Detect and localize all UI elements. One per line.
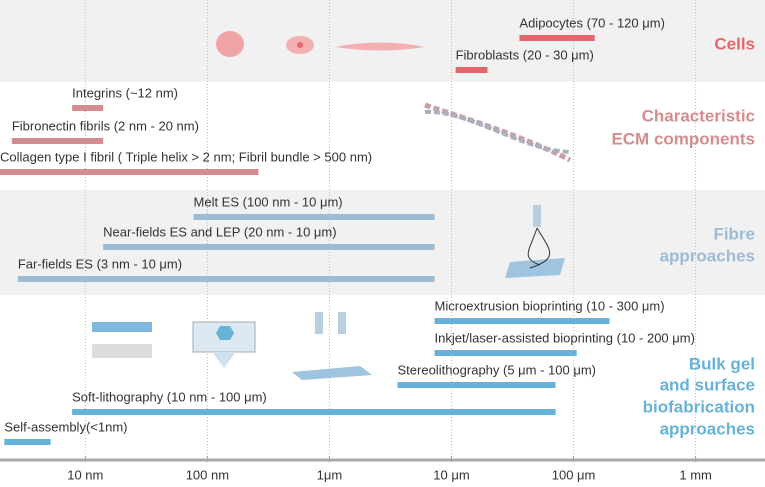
helix-icon <box>424 109 571 154</box>
range-bar <box>434 318 610 324</box>
range-bar <box>519 35 595 41</box>
fibre-icon <box>527 227 551 269</box>
range-bar <box>4 439 51 445</box>
range-bar <box>397 382 556 388</box>
section-label: Fibre <box>713 224 755 243</box>
cell-icon <box>335 42 425 51</box>
bar-label: Collagen type I fibril ( Triple helix > … <box>0 149 372 164</box>
section-label: Bulk gel <box>689 354 755 373</box>
range-bar <box>0 169 259 175</box>
range-bar <box>434 350 577 356</box>
section-label: Characteristic <box>642 106 755 125</box>
bar-label: Soft-lithography (10 nm - 100 μm) <box>72 389 267 404</box>
nozzle-icon <box>315 312 323 334</box>
bar-label: Melt ES (100 nm - 10 μm) <box>194 194 343 209</box>
range-bar <box>72 105 104 111</box>
mesh-icon <box>505 258 565 278</box>
needle-icon <box>533 205 541 227</box>
nozzle-icon <box>338 312 346 334</box>
x-tick-label: 1μm <box>317 467 343 482</box>
section-label: and surface <box>660 375 755 394</box>
x-tick-label: 1 mm <box>679 467 712 482</box>
plate-icon <box>292 366 372 380</box>
vat-icon <box>212 352 236 368</box>
range-bar <box>455 67 488 73</box>
bar-label: Adipocytes (70 - 120 μm) <box>519 15 665 30</box>
x-tick-label: 10 μm <box>433 467 469 482</box>
section-label: approaches <box>660 246 755 265</box>
range-bar <box>72 409 556 415</box>
section-label: Cells <box>714 34 755 53</box>
range-bar <box>103 244 435 250</box>
bar-label: Self-assembly(<1nm) <box>4 419 127 434</box>
bar-label: Integrins (~12 nm) <box>72 85 178 100</box>
x-tick-label: 10 nm <box>67 467 103 482</box>
bar-label: Fibronectin fibrils (2 nm - 20 nm) <box>12 118 199 133</box>
icons <box>92 31 572 380</box>
range-bar <box>11 138 104 144</box>
bar-label: Microextrusion bioprinting (10 - 300 μm) <box>435 298 665 313</box>
bar-label: Stereolithography (5 μm - 100 μm) <box>398 362 597 377</box>
x-tick-label: 100 μm <box>552 467 596 482</box>
mould-icon <box>92 344 152 358</box>
section-band <box>0 0 765 82</box>
mould-icon <box>92 322 152 332</box>
section-label: approaches <box>660 419 755 438</box>
cell-icon <box>216 31 244 57</box>
bar-label: Far-fields ES (3 nm - 10 μm) <box>18 256 182 271</box>
section-label: ECM components <box>611 129 755 148</box>
x-tick-label: 100 nm <box>186 467 229 482</box>
bar-label: Near-fields ES and LEP (20 nm - 10 μm) <box>103 224 336 239</box>
bar-label: Fibroblasts (20 - 30 μm) <box>456 47 594 62</box>
section-label: biofabrication <box>643 397 755 416</box>
cell-icon <box>297 42 303 48</box>
vat-icon <box>216 326 234 340</box>
range-bar <box>193 214 435 220</box>
bar-label: Inkjet/laser-assisted bioprinting (10 - … <box>435 330 695 345</box>
range-bar <box>17 276 435 282</box>
